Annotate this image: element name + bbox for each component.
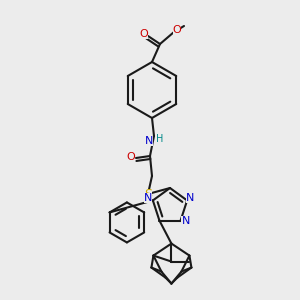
Text: N: N xyxy=(186,194,194,203)
Text: H: H xyxy=(156,134,164,144)
Text: O: O xyxy=(140,29,148,39)
Text: S: S xyxy=(144,188,152,202)
Text: N: N xyxy=(182,216,190,226)
Text: N: N xyxy=(144,194,152,203)
Text: O: O xyxy=(127,152,135,162)
Text: N: N xyxy=(145,136,153,146)
Text: O: O xyxy=(172,25,182,35)
